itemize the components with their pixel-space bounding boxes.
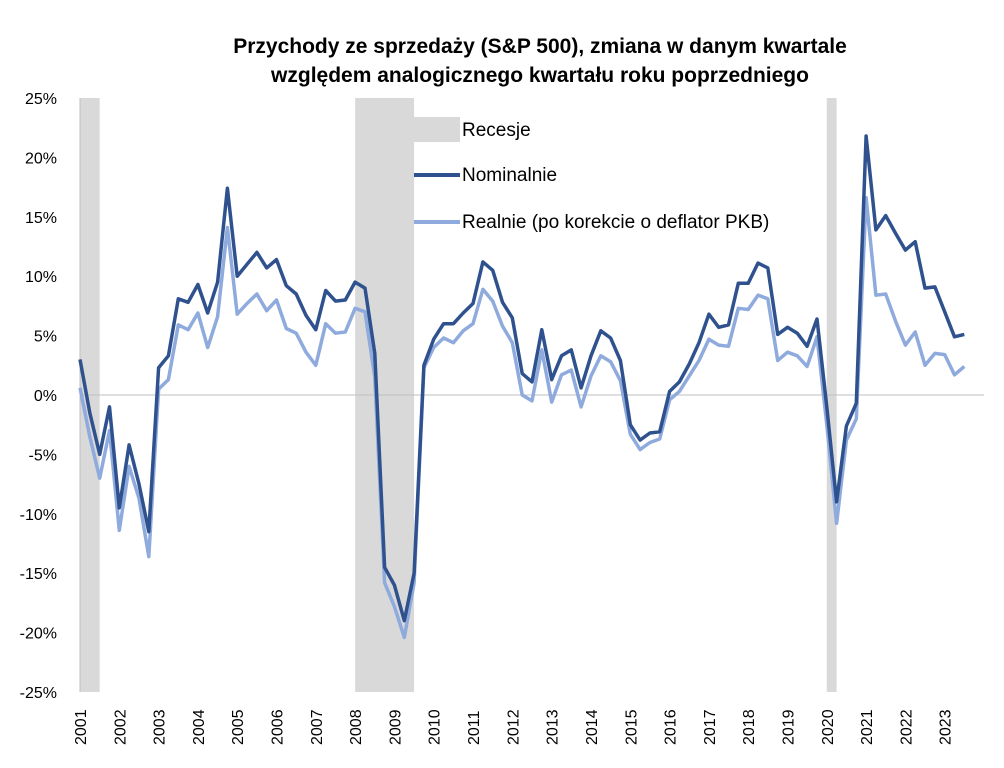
y-tick-label-8: -15% <box>20 566 57 583</box>
y-tick-label-1: 20% <box>25 150 57 167</box>
x-tick-label-2003: 2003 <box>152 709 169 745</box>
y-tick-label-4: 5% <box>34 329 57 346</box>
x-tick-label-2017: 2017 <box>702 709 719 745</box>
y-tick-label-9: -20% <box>20 626 57 643</box>
y-tick-label-10: -25% <box>20 685 57 702</box>
x-tick-label-2021: 2021 <box>859 709 876 745</box>
legend-label-nominalnie: Nominalnie <box>462 165 557 186</box>
chart-title: Przychody ze sprzedaży (S&P 500), zmiana… <box>150 32 930 90</box>
y-tick-label-0: 25% <box>25 91 57 108</box>
y-tick-label-5: 0% <box>34 388 57 405</box>
x-tick-label-2018: 2018 <box>741 709 758 745</box>
x-tick-label-2015: 2015 <box>623 709 640 745</box>
x-tick-label-2011: 2011 <box>466 710 483 745</box>
line-layer <box>78 134 966 640</box>
x-tick-label-2004: 2004 <box>191 709 208 745</box>
x-tick-label-2019: 2019 <box>780 709 797 745</box>
x-tick-label-2007: 2007 <box>309 709 326 745</box>
y-tick-label-7: -10% <box>20 507 57 524</box>
x-tick-label-2023: 2023 <box>938 709 955 745</box>
y-tick-label-2: 15% <box>25 210 57 227</box>
legend-swatch-recesje <box>414 117 460 142</box>
series-line-realnie <box>78 196 966 640</box>
y-tick-label-3: 10% <box>25 269 57 286</box>
x-tick-label-2006: 2006 <box>270 709 287 745</box>
x-tick-label-2005: 2005 <box>230 709 247 745</box>
series-line-nominalnie <box>78 134 965 623</box>
x-tick-label-2013: 2013 <box>545 709 562 745</box>
x-tick-label-2002: 2002 <box>112 709 129 745</box>
chart-title-line2: względem analogicznego kwartału roku pop… <box>271 64 809 87</box>
x-tick-label-2016: 2016 <box>663 709 680 745</box>
x-tick-label-2022: 2022 <box>898 709 915 745</box>
x-tick-label-2020: 2020 <box>820 709 837 745</box>
y-tick-label-6: -5% <box>29 447 57 464</box>
legend-label-realnie: Realnie (po korekcie o deflator PKB) <box>462 212 769 233</box>
x-tick-label-2014: 2014 <box>584 709 601 745</box>
x-tick-label-2012: 2012 <box>505 709 522 745</box>
legend-layer: Recesje Nominalnie Realnie (po korekcie o … <box>414 117 769 233</box>
axis-layer: 25% 20% 15% 10% 5% 0% -5% -10% -15% -20% -25% 2001 2… <box>20 91 984 745</box>
x-tick-label-2010: 2010 <box>427 709 444 745</box>
x-tick-label-2008: 2008 <box>348 709 365 745</box>
x-tick-label-2001: 2001 <box>73 709 90 745</box>
x-tick-label-2009: 2009 <box>387 709 404 745</box>
legend-label-recesje: Recesje <box>462 120 531 141</box>
chart-title-line1: Przychody ze sprzedaży (S&P 500), zmiana… <box>233 35 847 58</box>
